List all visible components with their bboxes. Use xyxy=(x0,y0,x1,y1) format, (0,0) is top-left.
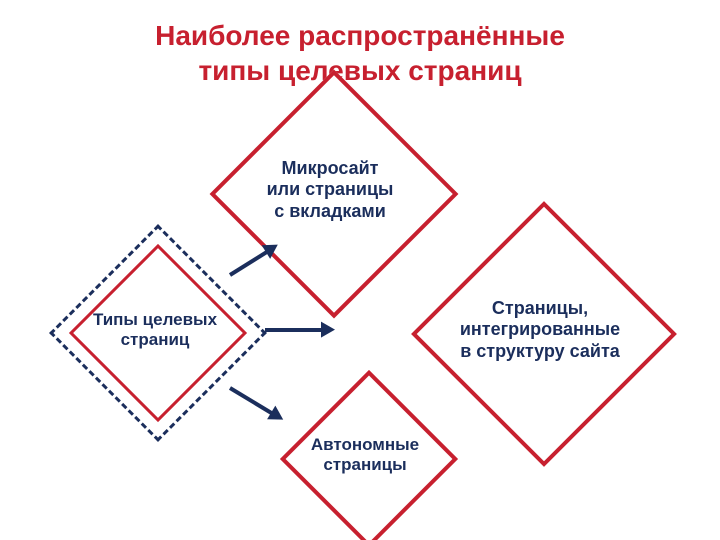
root-diamond xyxy=(69,244,247,422)
diagram-title: Наиболее распространённые типы целевых с… xyxy=(0,18,720,88)
microsite-diamond xyxy=(210,70,459,319)
integrated-diamond xyxy=(411,201,677,467)
standalone-diamond xyxy=(280,370,458,540)
